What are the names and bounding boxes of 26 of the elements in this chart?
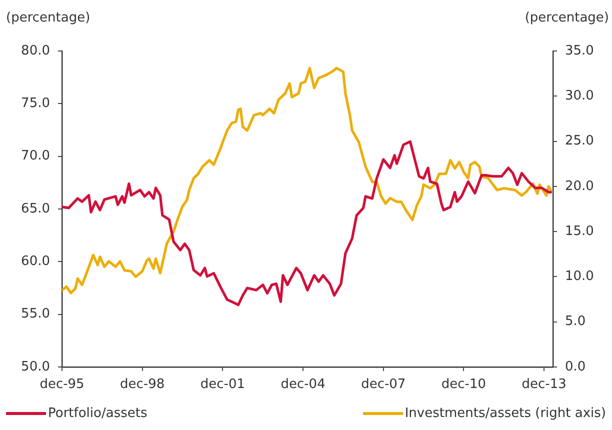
y-tick-label: 75.0 — [21, 96, 50, 112]
x-tick-label: dec-07 — [361, 377, 406, 392]
x-tick-label: dec-01 — [200, 377, 246, 392]
y-tick-label: 55.0 — [21, 306, 50, 322]
y-tick-label: 65.0 — [21, 201, 50, 216]
y2-tick-label: 0.0 — [565, 359, 586, 374]
x-tick-label: dec-95 — [40, 377, 84, 392]
legend-label: Investments/assets (right axis) — [404, 406, 606, 421]
y2-tick-label: 5.0 — [565, 314, 586, 330]
y2-tick-label: 15.0 — [565, 224, 594, 239]
y2-tick-label: 30.0 — [565, 88, 594, 104]
x-tick-label: dec-04 — [280, 377, 326, 392]
y2-axis-title: (percentage) — [524, 10, 609, 26]
y2-tick-label: 10.0 — [565, 269, 594, 284]
legend-label: Portfolio/assets — [48, 406, 148, 421]
y-tick-label: 70.0 — [21, 148, 50, 164]
y-tick-label: 50.0 — [21, 359, 50, 374]
y-tick-label: 60.0 — [21, 254, 50, 270]
y2-tick-label: 20.0 — [565, 178, 594, 194]
x-tick-label: dec-10 — [441, 377, 486, 392]
y2-tick-label: 25.0 — [565, 134, 594, 149]
x-tick-label: dec-98 — [120, 377, 165, 392]
y-axis-title: (percentage) — [6, 10, 90, 26]
y-tick-label: 80.0 — [21, 43, 50, 58]
y2-tick-label: 35.0 — [565, 43, 594, 58]
x-tick-label: dec-13 — [522, 377, 566, 392]
